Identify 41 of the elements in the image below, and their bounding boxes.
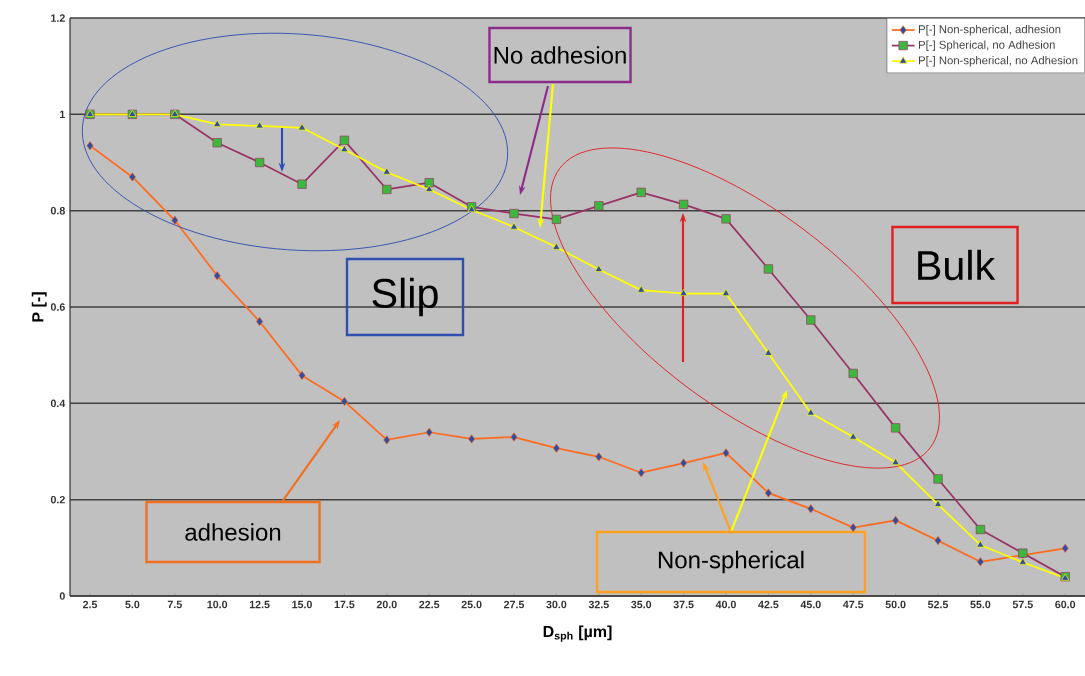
y-tick-label: 0 bbox=[59, 592, 65, 600]
x-tick-label: 2.5 bbox=[82, 600, 98, 609]
x-tick-label: 25.0 bbox=[461, 600, 482, 609]
x-tick-label: 40.0 bbox=[715, 600, 736, 609]
legend-label: P[-] Non-spherical, adhesion bbox=[918, 24, 1061, 36]
x-axis-title: D$_{sph}$ [µm] bbox=[543, 625, 612, 642]
x-tick-label: 5.0 bbox=[125, 600, 140, 609]
y-tick-label: 1 bbox=[60, 110, 65, 118]
x-tick-label: 7.5 bbox=[167, 600, 182, 609]
x-tick-label: 22.5 bbox=[419, 600, 440, 609]
x-tick-label: 10.0 bbox=[207, 600, 228, 609]
x-tick-label: 20.0 bbox=[376, 600, 397, 609]
x-tick-label: 27.5 bbox=[504, 600, 525, 609]
x-tick-label: 15.0 bbox=[292, 600, 312, 609]
x-tick-label: 37.5 bbox=[673, 600, 694, 609]
annotation: No adhesion bbox=[494, 46, 626, 64]
y-tick-label: 1.2 bbox=[51, 14, 65, 22]
x-tick-label: 32.5 bbox=[588, 600, 609, 609]
x-tick-label: 57.5 bbox=[1012, 600, 1033, 609]
annotation: Slip bbox=[372, 277, 438, 317]
x-tick-label: 55.0 bbox=[970, 600, 991, 609]
annotation: Bulk bbox=[918, 249, 996, 281]
x-tick-label: 35.0 bbox=[631, 600, 652, 609]
x-tick-label: 12.5 bbox=[249, 600, 270, 609]
y-tick-label: 0.8 bbox=[50, 206, 65, 215]
annotation: Non-spherical bbox=[658, 550, 804, 574]
y-axis-title: P [-] bbox=[31, 292, 47, 322]
x-tick-label: 47.5 bbox=[842, 600, 864, 609]
x-tick-label: 60.0 bbox=[1055, 600, 1076, 609]
y-tick-label: 0.2 bbox=[50, 495, 65, 504]
legend-label: P[-] Spherical, no Adhesion bbox=[918, 40, 1055, 52]
x-tick-label: 17.5 bbox=[334, 600, 355, 609]
y-tick-label: 0.4 bbox=[50, 399, 66, 408]
x-tick-label: 30.0 bbox=[546, 600, 567, 609]
x-tick-label: 50.0 bbox=[885, 600, 906, 609]
legend-label: P[-] Non-spherical, no Adhesion bbox=[918, 56, 1078, 67]
annotation: adhesion bbox=[185, 523, 281, 541]
x-tick-label: 45.0 bbox=[800, 600, 821, 609]
y-tick-label: 0.6 bbox=[50, 303, 65, 311]
x-tick-label: 52.5 bbox=[927, 600, 949, 609]
x-tick-label: 42.5 bbox=[758, 600, 779, 609]
